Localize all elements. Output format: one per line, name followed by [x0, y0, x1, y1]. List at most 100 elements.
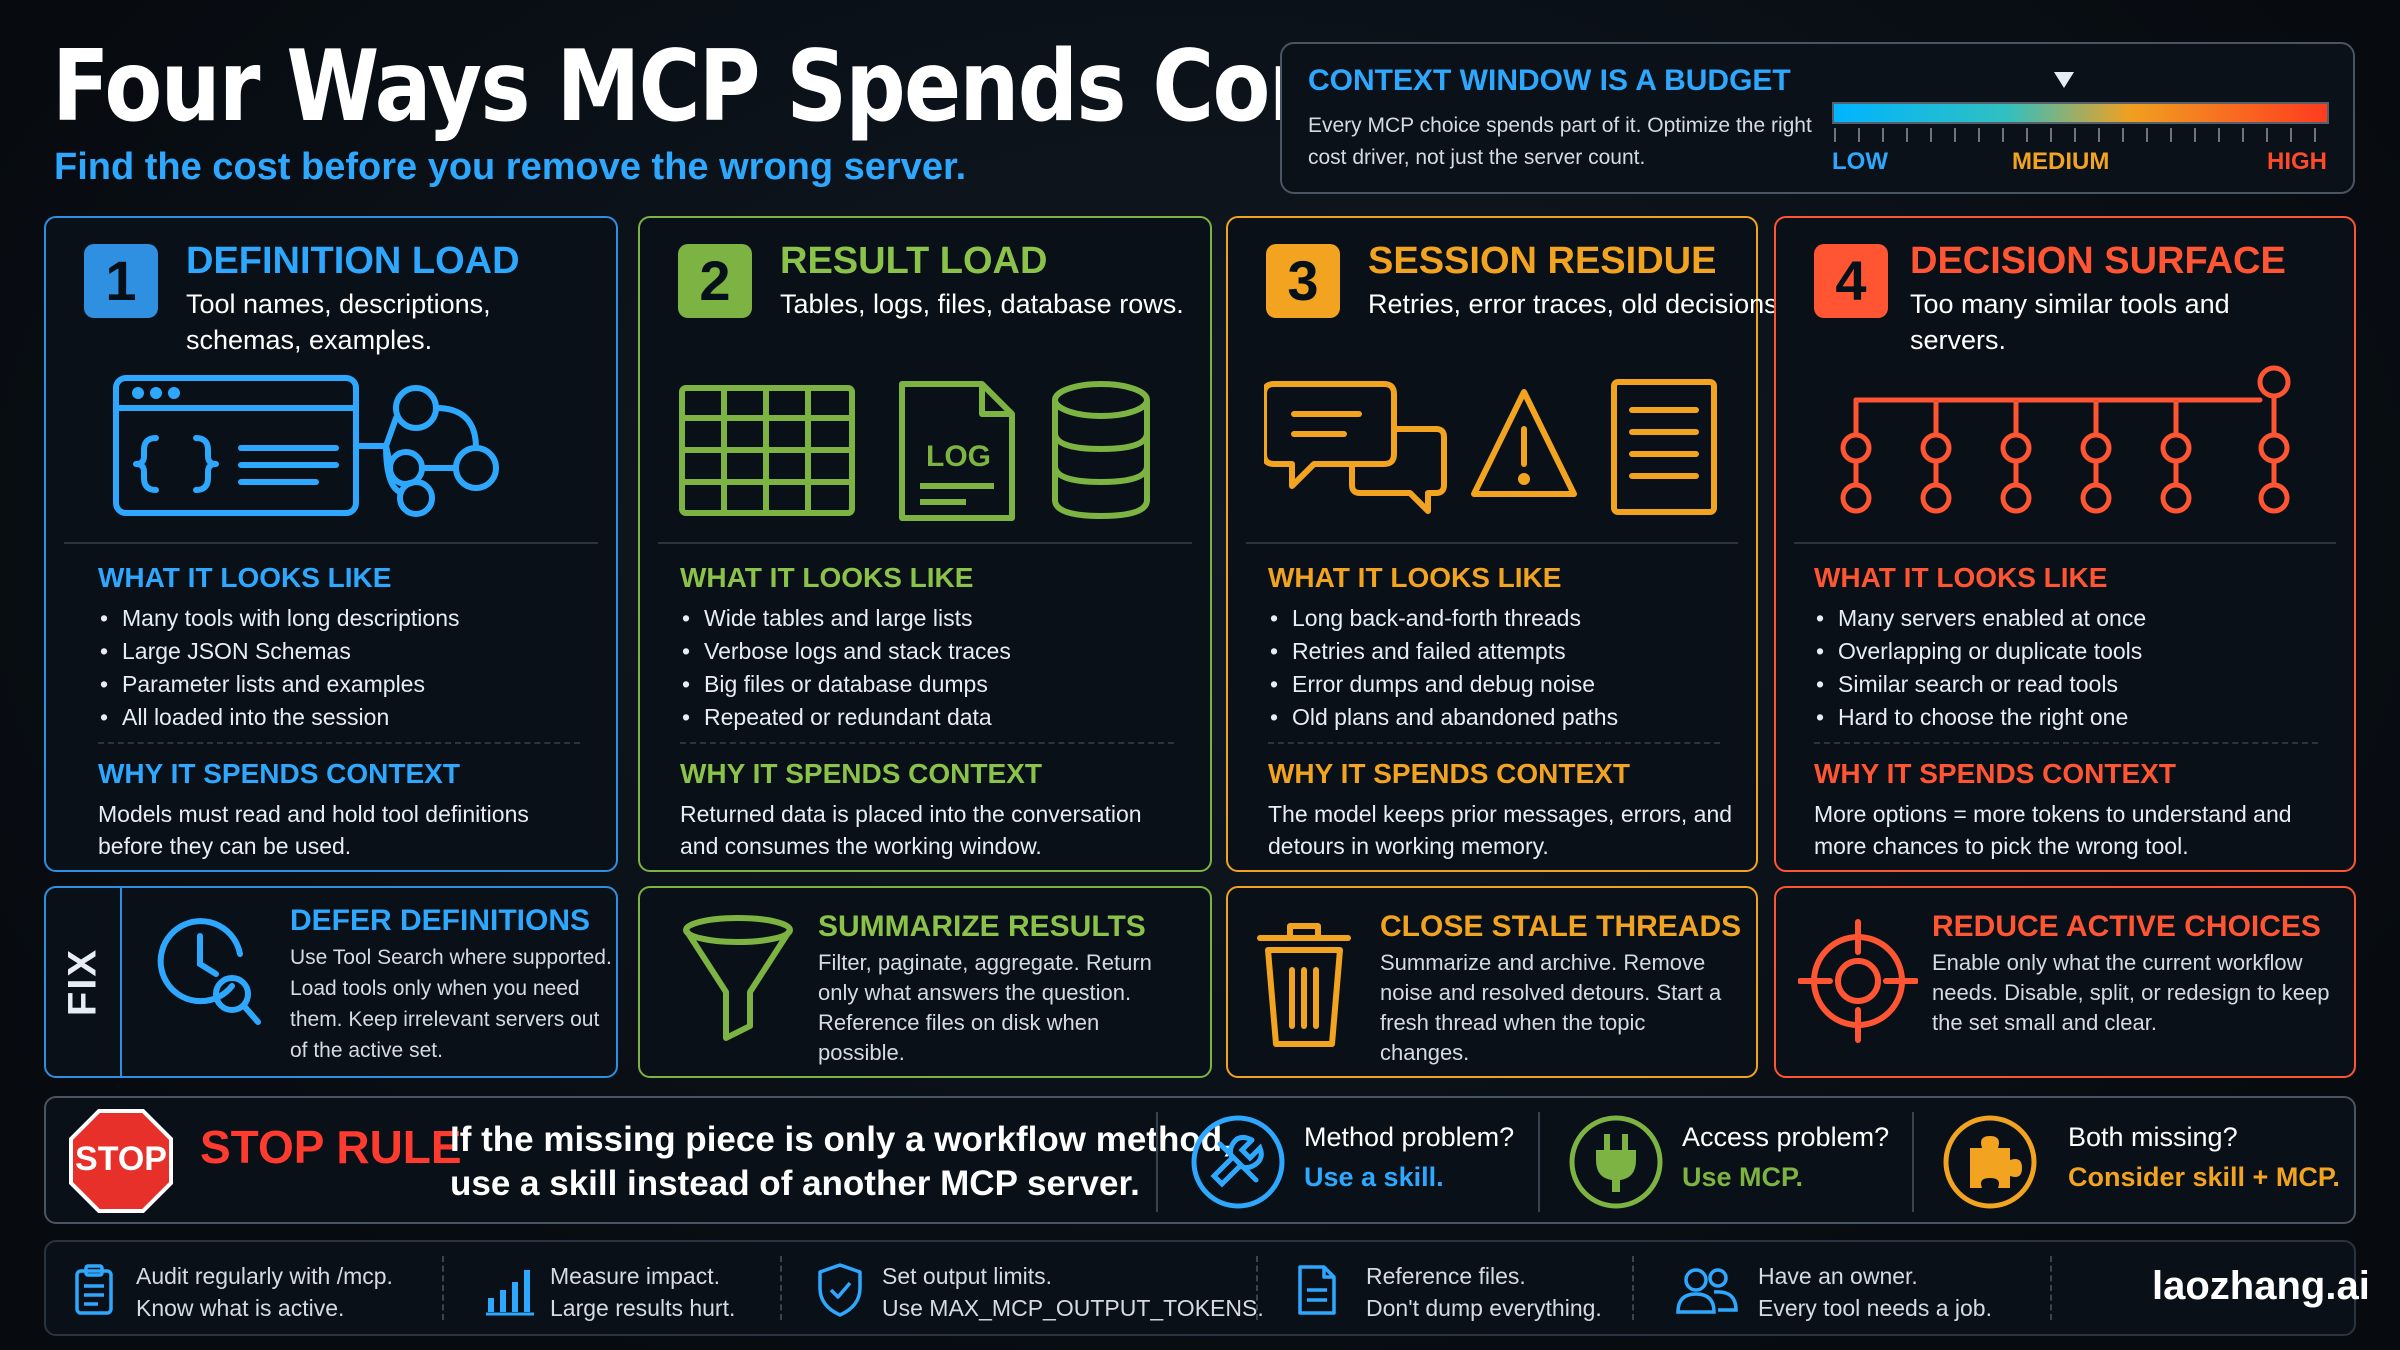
fix-title: CLOSE STALE THREADS [1380, 910, 1742, 943]
fix-title: REDUCE ACTIVE CHOICES [1932, 910, 2321, 943]
option-question: Both missing? [2068, 1122, 2238, 1152]
list-item: Verbose logs and stack traces [680, 635, 1011, 668]
looks-like-list: Wide tables and large lists Verbose logs… [680, 602, 1011, 734]
page-subtitle: Find the cost before you remove the wron… [54, 146, 967, 188]
fix-text: Filter, paginate, aggregate. Return only… [818, 950, 1152, 1065]
list-item: Hard to choose the right one [1814, 701, 2146, 734]
card-number: 4 [1814, 244, 1888, 318]
why-heading: WHY IT SPENDS CONTEXT [1268, 758, 1630, 789]
fix-reduce-active-choices: REDUCE ACTIVE CHOICES Enable only what t… [1774, 886, 2356, 1078]
footer-tip-reference: Reference files. Don't dump everything. [1366, 1263, 1602, 1321]
list-item: Similar search or read tools [1814, 668, 2146, 701]
list-item: Large JSON Schemas [98, 635, 460, 668]
footer-separator [1632, 1256, 1634, 1320]
looks-like-heading: WHAT IT LOOKS LIKE [98, 562, 392, 593]
option-answer: Consider skill + MCP. [2068, 1162, 2340, 1192]
looks-like-heading: WHAT IT LOOKS LIKE [1268, 562, 1562, 593]
footer-separator [442, 1256, 444, 1320]
footer-separator [1256, 1256, 1258, 1320]
puzzle-icon [1943, 1115, 2037, 1209]
fix-summarize-results: SUMMARIZE RESULTS Filter, paginate, aggr… [638, 886, 1212, 1078]
stop-rule-label: STOP RULE [200, 1121, 462, 1173]
card-divider [658, 542, 1192, 544]
list-item: Retries and failed attempts [1268, 635, 1618, 668]
card-number: 1 [84, 244, 158, 318]
looks-like-list: Long back-and-forth threads Retries and … [1268, 602, 1618, 734]
fix-title: SUMMARIZE RESULTS [818, 910, 1146, 943]
card-subtitle: Too many similar tools and servers. [1910, 289, 2230, 355]
why-text: Models must read and hold tool definitio… [98, 801, 529, 859]
stop-sign-icon [69, 1109, 173, 1213]
clock-search-icon [157, 918, 261, 1025]
why-text: Returned data is placed into the convers… [680, 801, 1142, 859]
looks-like-heading: WHAT IT LOOKS LIKE [680, 562, 974, 593]
brand-logo: laozhang.ai [2152, 1264, 2370, 1308]
tools-icon [1191, 1115, 1285, 1209]
fix-close-stale-threads: CLOSE STALE THREADS Summarize and archiv… [1226, 886, 1758, 1078]
shield-icon [818, 1263, 862, 1317]
budget-marker-icon [2054, 72, 2074, 88]
card-divider [64, 542, 598, 544]
why-heading: WHY IT SPENDS CONTEXT [98, 758, 460, 789]
budget-medium-label: MEDIUM [2012, 148, 2110, 175]
fix-text: Enable only what the current workflow ne… [1932, 950, 2330, 1035]
list-item: Error dumps and debug noise [1268, 668, 1618, 701]
footer-separator [780, 1256, 782, 1320]
fix-title: DEFER DEFINITIONS [290, 904, 591, 937]
card-decision-surface: 4 DECISION SURFACE Too many similar tool… [1774, 216, 2356, 872]
fix-text: Summarize and archive. Remove noise and … [1380, 950, 1722, 1065]
stop-separator [1912, 1112, 1914, 1212]
why-text: The model keeps prior messages, errors, … [1268, 801, 1733, 859]
page-title: Four Ways MCP Spends Context [52, 30, 1514, 144]
card-subtitle: Tool names, descriptions, schemas, examp… [186, 289, 491, 355]
list-item: Many tools with long descriptions [98, 602, 460, 635]
card-dashed-divider [1268, 742, 1720, 744]
plug-icon [1569, 1115, 1663, 1209]
option-answer: Use a skill. [1304, 1162, 1444, 1192]
list-item: Wide tables and large lists [680, 602, 1011, 635]
card-divider [1794, 542, 2336, 544]
looks-like-heading: WHAT IT LOOKS LIKE [1814, 562, 2108, 593]
card-title: RESULT LOAD [780, 240, 1048, 282]
list-item: All loaded into the session [98, 701, 460, 734]
stop-rule-line-1: If the missing piece is only a workflow … [450, 1120, 1232, 1159]
card-subtitle: Tables, logs, files, database rows. [780, 289, 1184, 319]
why-heading: WHY IT SPENDS CONTEXT [1814, 758, 2176, 789]
budget-low-label: LOW [1832, 148, 1888, 175]
budget-ticks [1834, 128, 2327, 142]
card-divider [1246, 542, 1738, 544]
budget-text: Every MCP choice spends part of it. Opti… [1308, 114, 1812, 169]
users-icon [1676, 1268, 1738, 1314]
code-window-network-icon [113, 375, 499, 517]
footer-separator [2050, 1256, 2052, 1320]
card-dashed-divider [680, 742, 1174, 744]
clipboard-icon [75, 1264, 113, 1315]
chat-warning-document-icon [1264, 379, 1717, 515]
option-question: Access problem? [1682, 1122, 1890, 1152]
bar-chart-icon [486, 1270, 534, 1316]
list-item: Long back-and-forth threads [1268, 602, 1618, 635]
card-title: DEFINITION LOAD [186, 240, 520, 282]
why-heading: WHY IT SPENDS CONTEXT [680, 758, 1042, 789]
stop-rule-line-2: use a skill instead of another MCP serve… [450, 1164, 1140, 1203]
target-icon [1798, 919, 1918, 1043]
fix-label: FIX [46, 888, 122, 1076]
card-dashed-divider [1814, 742, 2318, 744]
trash-icon [1257, 923, 1351, 1047]
budget-high-label: HIGH [2267, 148, 2327, 175]
list-item: Big files or database dumps [680, 668, 1011, 701]
stop-sign-text: STOP [75, 1140, 167, 1178]
log-label: LOG [926, 440, 991, 473]
branching-tree-icon [1840, 365, 2291, 514]
why-text: More options = more tokens to understand… [1814, 801, 2292, 859]
budget-title: CONTEXT WINDOW IS A BUDGET [1308, 64, 1791, 97]
list-item: Old plans and abandoned paths [1268, 701, 1618, 734]
list-item: Many servers enabled at once [1814, 602, 2146, 635]
funnel-icon [683, 915, 793, 1041]
option-answer: Use MCP. [1682, 1162, 1804, 1192]
card-number: 3 [1266, 244, 1340, 318]
footer-tip-limits: Set output limits. Use MAX_MCP_OUTPUT_TOK… [882, 1263, 1264, 1321]
card-dashed-divider [98, 742, 580, 744]
stop-rule-panel: STOP STOP RULE If the missing piece is o… [44, 1096, 2356, 1224]
card-title: DECISION SURFACE [1910, 240, 2286, 282]
